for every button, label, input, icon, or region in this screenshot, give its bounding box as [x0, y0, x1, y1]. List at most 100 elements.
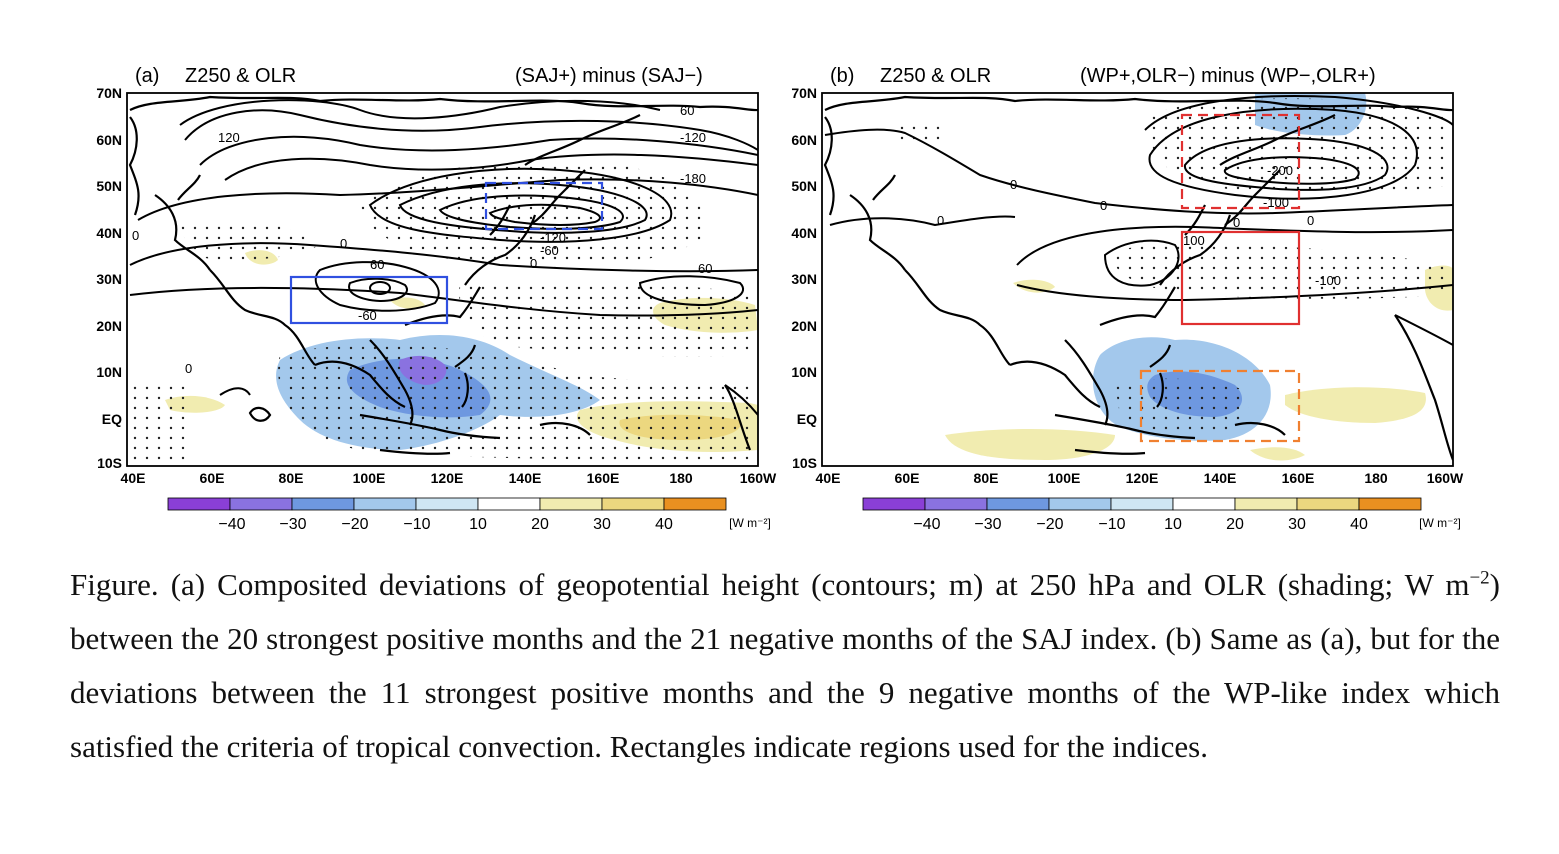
x-tick-label: 120E	[431, 470, 464, 486]
y-tick-label: 40N	[791, 225, 817, 241]
contour-label: 0	[185, 361, 192, 376]
colorbar-cell	[291, 497, 355, 511]
x-axis-labels: 40E 60E 80E 100E 120E 140E 160E 180 160W	[121, 470, 778, 486]
colorbar-cell	[1234, 497, 1298, 511]
colorbar-cell	[663, 497, 727, 511]
x-tick-label: 160E	[587, 470, 620, 486]
contour-label: 0	[1100, 198, 1107, 213]
x-axis-labels: 40E 60E 80E 100E 120E 140E 160E 180 160W	[816, 470, 1465, 486]
x-tick-label: 160W	[1427, 470, 1464, 486]
contour-label: -200	[1267, 163, 1293, 178]
colorbar-label: 30	[593, 516, 611, 533]
panel-a-figure: (a) Z250 & OLR (SAJ+) minus (SAJ−)	[96, 65, 777, 533]
map-frame	[126, 92, 759, 467]
x-tick-label: 40E	[816, 470, 841, 486]
colorbar-label: −10	[1098, 516, 1125, 533]
colorbar-label: 40	[655, 516, 673, 533]
contour-label: -60	[540, 243, 559, 258]
y-tick-label: 50N	[791, 178, 817, 194]
y-tick-label: 70N	[791, 85, 817, 101]
y-tick-label: 30N	[791, 271, 817, 287]
panel-a-field: Z250 & OLR	[185, 65, 296, 87]
y-tick-label: 60N	[96, 132, 122, 148]
colorbar-label: −30	[974, 516, 1001, 533]
contour-label: -120	[680, 130, 706, 145]
contour-label: 60	[370, 257, 384, 272]
colorbar-label: −20	[1036, 516, 1063, 533]
colorbar: −40 −30 −20 −10 10 20 30 40 [W m⁻²]	[862, 497, 1461, 533]
height-contours	[129, 99, 758, 416]
contour-label: 0	[937, 213, 944, 228]
colorbar-cell	[167, 497, 231, 511]
olr-positive-small-2	[390, 297, 425, 309]
contour-label: -100	[1263, 195, 1289, 210]
x-tick-label: 160E	[1282, 470, 1315, 486]
significance-stipple-mid	[1113, 243, 1453, 299]
colorbar-cell	[1110, 497, 1174, 511]
panel-b-title: (WP+,OLR−) minus (WP−,OLR+)	[1080, 65, 1376, 87]
saj-index-box-north	[484, 181, 604, 231]
colorbar-unit: [W m⁻²]	[1419, 516, 1461, 530]
significance-stipple-tropics	[278, 344, 758, 460]
y-tick-label: 10S	[97, 455, 122, 471]
contour-label: 60	[698, 261, 712, 276]
wp-index-box-north	[1180, 113, 1301, 210]
contour-label: -100	[1315, 273, 1341, 288]
colorbar-cell	[1358, 497, 1422, 511]
coastlines	[823, 95, 1453, 461]
contour-label: -180	[680, 171, 706, 186]
caption-text-2: ) between the 20 strongest positive mont…	[70, 567, 1500, 764]
colorbar-cell	[986, 497, 1050, 511]
colorbar-label: −20	[341, 516, 368, 533]
contour-label: 60	[680, 103, 694, 118]
olr-positive-small-2	[1250, 447, 1305, 461]
contour-label: 0	[1233, 215, 1240, 230]
colorbar-label: 20	[531, 516, 549, 533]
x-tick-label: 180	[1364, 470, 1388, 486]
y-tick-label: 20N	[791, 318, 817, 334]
saj-index-box-south	[289, 275, 449, 325]
y-tick-label: 10N	[791, 364, 817, 380]
significance-stipple-tropics	[1115, 378, 1249, 436]
olr-positive-small	[1013, 279, 1055, 293]
panel-a: (a) Z250 & OLR (SAJ+) minus (SAJ−)	[60, 55, 777, 545]
panel-b: (b) Z250 & OLR (WP+,OLR−) minus (WP−,OLR…	[755, 55, 1464, 545]
y-axis-labels: 70N 60N 50N 40N 30N 20N 10N EQ 10S	[791, 85, 817, 471]
contour-label: -120	[540, 230, 566, 245]
significance-stipple-west	[130, 385, 190, 460]
y-tick-label: EQ	[797, 411, 817, 427]
colorbar-label: −10	[403, 516, 430, 533]
colorbar-cell	[601, 497, 665, 511]
x-tick-label: 160W	[740, 470, 777, 486]
colorbar-label: 40	[1350, 516, 1368, 533]
contour-label: 0	[1307, 213, 1314, 228]
colorbar-label: −40	[218, 516, 245, 533]
colorbar-cell	[539, 497, 603, 511]
colorbar-label: 20	[1226, 516, 1244, 533]
significance-stipple-north	[360, 159, 706, 267]
caption-superscript: −2	[1469, 567, 1490, 589]
colorbar-label: 10	[469, 516, 487, 533]
colorbar-cell	[415, 497, 479, 511]
significance-stipple-mid	[459, 279, 758, 357]
y-tick-label: 40N	[96, 225, 122, 241]
contour-closed-small	[369, 281, 391, 295]
x-tick-label: 80E	[279, 470, 304, 486]
colorbar-label: 10	[1164, 516, 1182, 533]
figure-caption: Figure. (a) Composited deviations of geo…	[70, 558, 1500, 774]
panel-b-label: (b)	[830, 65, 854, 87]
y-axis-labels: 70N 60N 50N 40N 30N 20N 10N EQ 10S	[96, 85, 122, 471]
contour-label: 0	[132, 228, 139, 243]
x-tick-label: 60E	[895, 470, 920, 486]
significance-stipple-asia	[180, 221, 320, 261]
x-tick-label: 100E	[353, 470, 386, 486]
panel-b-field: Z250 & OLR	[880, 65, 991, 87]
y-tick-label: 10S	[792, 455, 817, 471]
y-tick-label: 30N	[96, 271, 122, 287]
x-tick-label: 180	[669, 470, 693, 486]
colorbar-label: −40	[913, 516, 940, 533]
x-tick-label: 40E	[121, 470, 146, 486]
contour-label: 0	[1010, 177, 1017, 192]
colorbar-cell	[477, 497, 541, 511]
olr-index-box	[1139, 369, 1301, 443]
